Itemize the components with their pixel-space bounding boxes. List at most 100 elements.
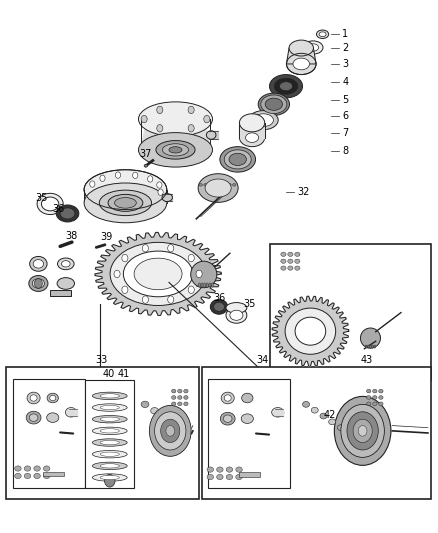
Ellipse shape — [229, 154, 247, 165]
Circle shape — [157, 125, 163, 132]
Ellipse shape — [180, 426, 187, 433]
Text: 38: 38 — [65, 231, 78, 241]
Ellipse shape — [373, 389, 377, 393]
Ellipse shape — [241, 414, 253, 423]
Ellipse shape — [370, 345, 371, 348]
Ellipse shape — [26, 411, 41, 424]
Ellipse shape — [57, 258, 74, 270]
Ellipse shape — [34, 466, 40, 471]
Text: 1: 1 — [342, 29, 348, 39]
Ellipse shape — [246, 133, 258, 142]
Ellipse shape — [204, 183, 207, 186]
Ellipse shape — [207, 474, 214, 480]
Ellipse shape — [100, 394, 119, 398]
Ellipse shape — [337, 425, 344, 431]
Ellipse shape — [124, 251, 193, 297]
Ellipse shape — [272, 408, 284, 417]
Ellipse shape — [208, 183, 212, 186]
Ellipse shape — [365, 345, 367, 348]
Ellipse shape — [360, 328, 381, 348]
Ellipse shape — [100, 429, 119, 433]
Ellipse shape — [60, 208, 75, 219]
Ellipse shape — [372, 345, 374, 348]
Ellipse shape — [242, 393, 253, 403]
Ellipse shape — [92, 462, 127, 470]
Ellipse shape — [92, 427, 127, 434]
Ellipse shape — [223, 183, 226, 186]
Ellipse shape — [92, 450, 127, 458]
Ellipse shape — [24, 466, 31, 471]
Circle shape — [334, 397, 391, 465]
Ellipse shape — [206, 131, 216, 139]
Text: 5: 5 — [342, 95, 348, 105]
Circle shape — [166, 425, 175, 436]
Text: 8: 8 — [342, 146, 348, 156]
Ellipse shape — [226, 303, 247, 313]
Text: 33: 33 — [95, 356, 107, 365]
Ellipse shape — [223, 415, 232, 422]
Ellipse shape — [37, 193, 63, 215]
Ellipse shape — [218, 183, 222, 186]
Ellipse shape — [240, 114, 265, 132]
Polygon shape — [272, 296, 349, 366]
Text: 4: 4 — [342, 77, 348, 87]
Ellipse shape — [379, 389, 383, 393]
Ellipse shape — [138, 102, 212, 136]
Ellipse shape — [224, 150, 251, 169]
Text: 37: 37 — [140, 149, 152, 159]
Circle shape — [142, 296, 148, 303]
Ellipse shape — [317, 30, 328, 38]
Ellipse shape — [92, 416, 127, 423]
Ellipse shape — [24, 473, 31, 479]
Bar — [201, 367, 431, 499]
Ellipse shape — [303, 401, 310, 407]
Ellipse shape — [220, 147, 255, 172]
Ellipse shape — [286, 53, 316, 75]
Bar — [13, 379, 85, 488]
Text: 43: 43 — [361, 356, 373, 365]
Ellipse shape — [172, 402, 176, 406]
Circle shape — [90, 181, 95, 187]
Ellipse shape — [295, 259, 300, 263]
Text: 42: 42 — [323, 410, 336, 420]
Ellipse shape — [236, 474, 242, 480]
Bar — [50, 290, 71, 296]
Ellipse shape — [198, 174, 238, 203]
Ellipse shape — [253, 114, 273, 126]
Ellipse shape — [261, 95, 287, 114]
Ellipse shape — [221, 392, 234, 404]
Ellipse shape — [199, 183, 202, 186]
Ellipse shape — [236, 467, 242, 472]
Circle shape — [148, 176, 153, 182]
Ellipse shape — [281, 252, 286, 256]
Ellipse shape — [226, 474, 233, 480]
Ellipse shape — [269, 75, 303, 98]
Ellipse shape — [172, 395, 176, 399]
Bar — [239, 472, 260, 477]
Ellipse shape — [134, 258, 182, 290]
Ellipse shape — [205, 179, 231, 197]
Ellipse shape — [57, 278, 74, 289]
Circle shape — [158, 189, 163, 196]
Ellipse shape — [32, 279, 45, 288]
Ellipse shape — [293, 58, 310, 70]
Ellipse shape — [47, 413, 59, 422]
Ellipse shape — [201, 283, 203, 287]
Circle shape — [353, 419, 372, 442]
Ellipse shape — [373, 395, 377, 399]
Ellipse shape — [212, 283, 214, 287]
Bar — [208, 379, 290, 488]
Ellipse shape — [100, 464, 119, 468]
Circle shape — [188, 106, 194, 114]
Ellipse shape — [311, 407, 318, 413]
Ellipse shape — [14, 466, 21, 471]
Ellipse shape — [162, 144, 188, 156]
Ellipse shape — [56, 205, 79, 222]
Ellipse shape — [307, 44, 319, 51]
Circle shape — [196, 270, 202, 278]
Ellipse shape — [285, 308, 336, 354]
Ellipse shape — [100, 440, 119, 445]
Ellipse shape — [30, 256, 47, 271]
Ellipse shape — [214, 302, 224, 311]
Ellipse shape — [115, 198, 136, 208]
